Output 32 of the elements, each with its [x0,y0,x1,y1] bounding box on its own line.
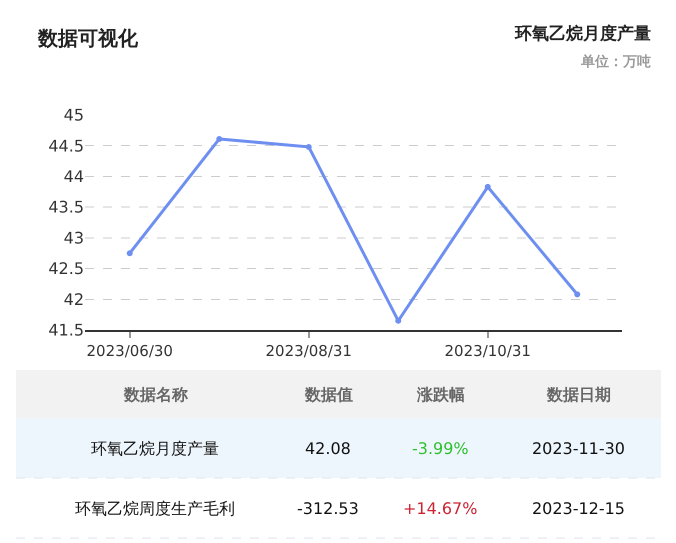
chart-title: 环氧乙烷月度产量 [514,24,651,44]
text: -312.53 [297,499,359,518]
x-tick-label: 2023/08/31 [266,342,352,360]
point [395,318,402,324]
y-tick-label: 42 [64,290,84,309]
x-tick-label: 2023/10/31 [444,342,531,360]
text: 环氧乙烷月度产量 [91,439,219,458]
chart-subtitle: 单位：万吨 [580,54,651,70]
point [216,136,222,142]
point [484,184,491,190]
y-tick-label: 43 [64,228,84,248]
y-tick-label: 44.5 [48,136,84,156]
text: 2023-12-15 [532,499,625,518]
text: 42.08 [305,439,351,458]
text: 涨跌幅 [416,385,465,404]
text: 2023-11-30 [532,439,625,458]
text: 数据名称 [123,385,188,404]
text: +14.67% [403,499,478,518]
text: 环氧乙烷周度生产毛利 [75,499,235,518]
y-tick-label: 44 [64,167,84,186]
y-tick-label: 45 [64,106,84,125]
y-tick-label: 42.5 [48,259,84,278]
x-tick-label: 2023/06/30 [86,342,173,360]
point [306,144,312,150]
point [126,250,133,256]
text: 数据日期 [546,385,611,404]
point [574,291,580,298]
text: -3.99% [412,439,469,458]
text: 数据可视化 [37,26,139,50]
y-tick-label: 41.5 [48,320,84,340]
y-tick-label: 43.5 [48,198,84,217]
text: 数据值 [304,385,353,404]
